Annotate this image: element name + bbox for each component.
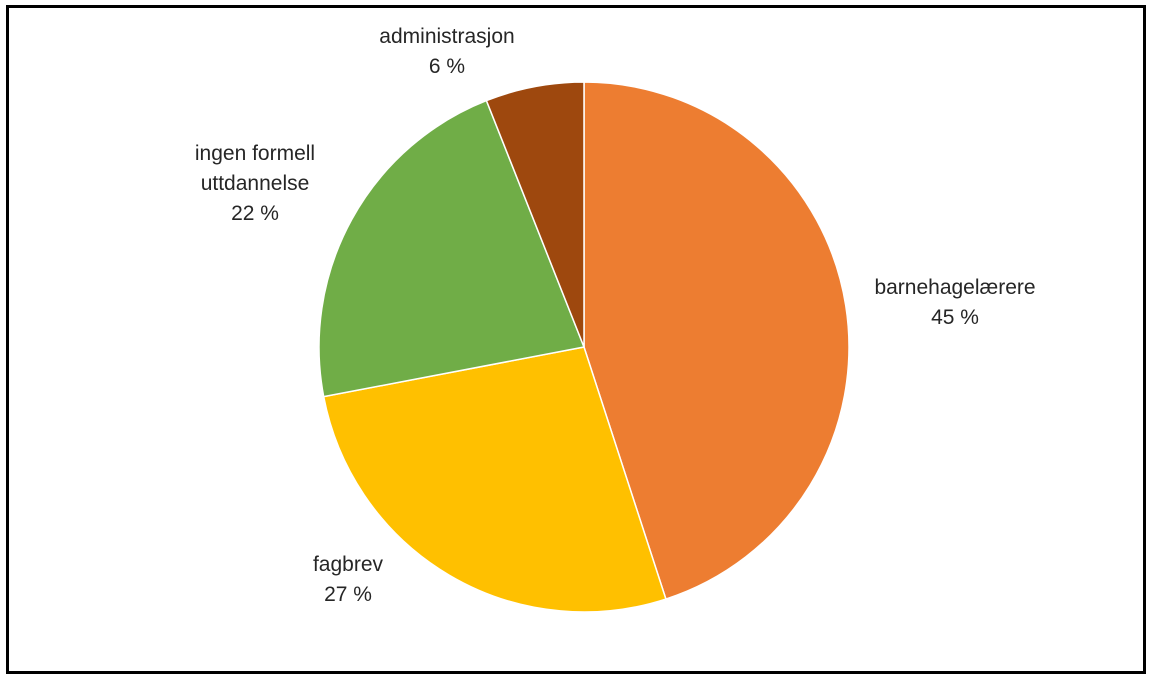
pie-slice-ingen-formell-uttdannelse: [318, 99, 586, 398]
data-label-category: administrasjon: [379, 25, 514, 48]
pie-slices: [318, 81, 850, 613]
data-label-value: 22 %: [231, 202, 279, 225]
data-label-category: uttdannelse: [201, 172, 310, 195]
data-label-barnehagelærere: barnehagelærere 45 %: [874, 276, 1035, 329]
pie-slice-fagbrev: [322, 346, 667, 613]
pie-slice-barnehagelærere: [583, 81, 850, 600]
data-label-category: barnehagelærere: [874, 276, 1035, 299]
data-label-administrasjon: administrasjon 6 %: [379, 25, 514, 78]
pie-slice-administrasjon: [485, 81, 585, 348]
data-label-value: 6 %: [429, 55, 465, 78]
data-label-ingen-formell-uttdannelse: ingen formell uttdannelse 22 %: [195, 142, 315, 225]
data-label-value: 45 %: [931, 306, 979, 329]
data-label-category: ingen formell: [195, 142, 315, 165]
data-label-fagbrev: fagbrev 27 %: [313, 553, 384, 606]
data-label-value: 27 %: [324, 583, 372, 606]
pie-data-labels: barnehagelærere 45 % fagbrev 27 % ingen form…: [195, 25, 1036, 606]
data-label-category: fagbrev: [313, 553, 384, 576]
